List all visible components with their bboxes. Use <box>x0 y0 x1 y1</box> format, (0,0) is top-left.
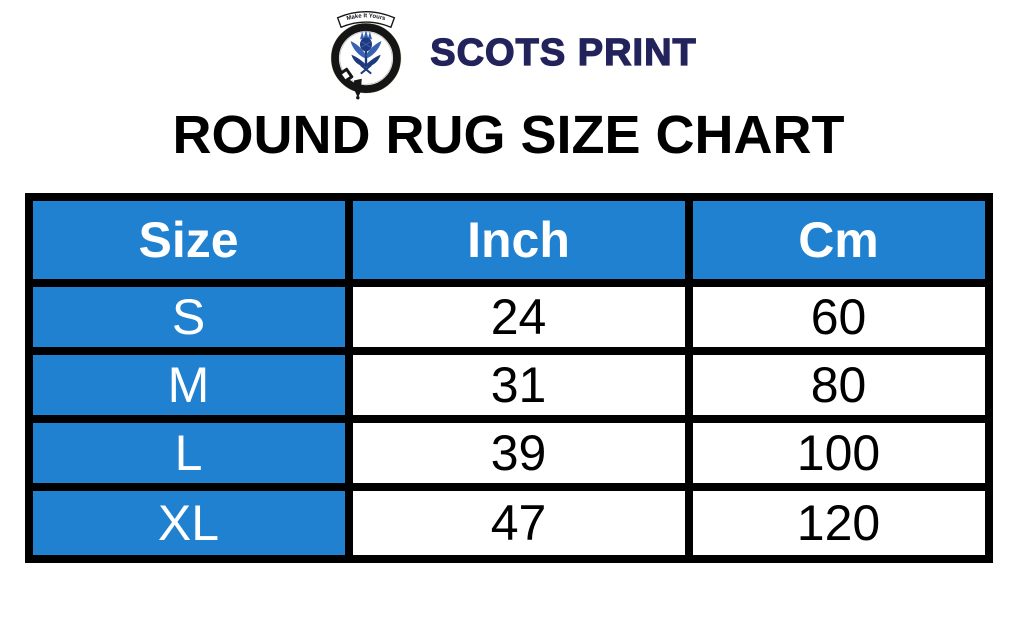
header-row: Size Inch Cm <box>24 193 993 288</box>
cm-cell: 120 <box>684 483 993 564</box>
inch-cell: 24 <box>344 279 693 356</box>
crest-banner-text: Make It Yours <box>346 13 387 22</box>
inch-cell: 47 <box>344 483 693 564</box>
cm-cell: 60 <box>684 279 993 356</box>
size-cell: M <box>24 347 353 424</box>
brand-name: SCOTS PRINT <box>430 31 697 74</box>
belt-buckle <box>338 67 362 100</box>
inch-cell: 39 <box>344 415 693 492</box>
size-cell: S <box>24 279 353 356</box>
cm-cell: 80 <box>684 347 993 424</box>
size-chart-table: Size Inch Cm S 24 60 M 31 80 L 39 100 <box>24 193 993 564</box>
column-header-inch: Inch <box>344 193 693 288</box>
thistle-crest-icon: Make It Yours <box>331 11 402 100</box>
brand-logo: Make It Yours <box>0 0 1017 100</box>
column-header-size: Size <box>24 193 353 288</box>
size-cell: XL <box>24 483 353 564</box>
inch-cell: 31 <box>344 347 693 424</box>
column-header-cm: Cm <box>684 193 993 288</box>
page-title: ROUND RUG SIZE CHART <box>172 105 845 165</box>
table-row: L 39 100 <box>24 415 993 492</box>
table-row: M 31 80 <box>24 347 993 424</box>
size-cell: L <box>24 415 353 492</box>
table-row: XL 47 120 <box>24 483 993 564</box>
table-row: S 24 60 <box>24 279 993 356</box>
cm-cell: 100 <box>684 415 993 492</box>
thistle-flower <box>350 29 382 75</box>
